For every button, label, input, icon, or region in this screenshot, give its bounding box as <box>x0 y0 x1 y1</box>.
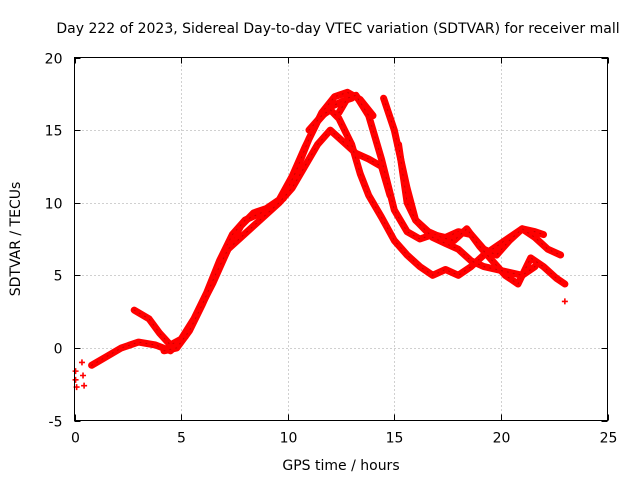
y-tick-label: 0 <box>54 342 63 358</box>
chart-title: Day 222 of 2023, Sidereal Day-to-day VTE… <box>56 21 619 37</box>
series-marks-track-2 <box>133 91 374 346</box>
y-axis-label: SDTVAR / TECUs <box>8 182 24 297</box>
point-pt-4 <box>78 359 85 366</box>
series-group <box>88 88 569 369</box>
series-track-7 <box>395 141 539 279</box>
series-line-track-7 <box>395 141 539 279</box>
x-tick-label: 15 <box>386 431 404 447</box>
series-line-track-4 <box>305 106 547 279</box>
point-pt-6 <box>81 382 88 389</box>
series-track-4 <box>305 106 547 279</box>
x-axis-label: GPS time / hours <box>282 458 399 474</box>
tick-labels: 0 5 10 15 20 25 -5 0 5 10 15 20 <box>45 52 618 447</box>
series-line-track-2 <box>130 88 377 349</box>
x-tick-label: 25 <box>600 431 618 447</box>
axis-ticks <box>74 57 609 422</box>
point-pt-5 <box>80 372 87 379</box>
series-marks-track-7 <box>398 144 536 276</box>
y-tick-label: 20 <box>45 52 63 68</box>
series-track-2 <box>130 88 377 349</box>
series-line-track-5 <box>335 91 565 259</box>
series-track-5 <box>335 91 565 259</box>
point-pt-7 <box>561 298 568 305</box>
x-tick-label: 10 <box>280 431 298 447</box>
x-tick-label: 0 <box>71 431 80 447</box>
x-tick-label: 20 <box>493 431 511 447</box>
point-pt-1 <box>72 368 79 375</box>
y-tick-label: 15 <box>45 124 63 140</box>
x-tick-label: 5 <box>177 431 186 447</box>
y-tick-label: -5 <box>49 415 63 431</box>
y-tick-label: 10 <box>45 197 63 213</box>
y-tick-label: 5 <box>54 269 63 285</box>
plot-frame <box>74 57 608 421</box>
point-pt-2 <box>72 376 79 383</box>
series-marks-track-6 <box>383 97 566 285</box>
